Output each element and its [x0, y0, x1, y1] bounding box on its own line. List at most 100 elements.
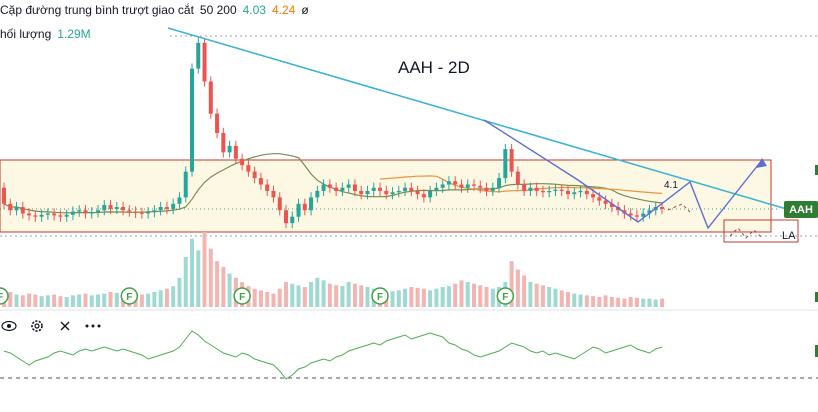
candle-body — [202, 42, 207, 82]
volume-bar — [45, 295, 50, 307]
event-marker: F — [371, 287, 389, 305]
candle-body — [421, 194, 426, 198]
ma-legend-params: 50 200 — [199, 3, 237, 17]
candle-body — [540, 190, 545, 193]
event-marker: F — [0, 287, 9, 305]
right-tick-2 — [815, 292, 818, 302]
candle-body — [591, 194, 596, 198]
candle-body — [490, 187, 495, 191]
volume-bar — [540, 285, 545, 307]
candle-body — [428, 190, 433, 198]
candle-body — [158, 207, 163, 211]
volume-bar — [634, 297, 639, 307]
gear-icon[interactable] — [28, 317, 46, 335]
candle-body — [33, 215, 38, 217]
volume-bar — [453, 283, 458, 307]
volume-bar — [597, 297, 602, 307]
candle-body — [27, 213, 32, 216]
volume-bar — [309, 282, 314, 307]
volume-bar — [472, 283, 476, 307]
candle-body — [647, 210, 652, 214]
candle-body — [396, 190, 401, 193]
more-icon[interactable] — [84, 317, 102, 335]
volume-bar — [390, 291, 395, 307]
candle-body — [121, 207, 126, 211]
candle-body — [528, 187, 533, 191]
volume-bar — [428, 290, 433, 307]
candle-body — [340, 187, 345, 191]
candle-body — [215, 113, 220, 133]
candle-body — [609, 203, 614, 208]
volume-bar — [27, 293, 32, 307]
eye-icon[interactable] — [0, 317, 18, 335]
event-marker-circle — [233, 287, 251, 305]
event-marker-circle — [496, 287, 515, 305]
candle-body — [346, 184, 351, 188]
candle-body — [240, 158, 245, 166]
candle-body — [8, 203, 13, 211]
volume-bar — [164, 288, 169, 307]
volume-legend: hối lượng 1.29M — [0, 27, 91, 41]
event-marker-label: F — [0, 292, 3, 303]
ma-value-long: 4.24 — [271, 3, 296, 17]
right-tick-1 — [815, 165, 818, 175]
event-marker-circle — [120, 287, 139, 305]
candle-body — [578, 190, 583, 193]
volume-bar — [83, 293, 88, 307]
candle-body — [39, 214, 44, 217]
volume-bar — [628, 297, 633, 307]
close-icon[interactable] — [56, 317, 74, 335]
candle-body — [14, 207, 19, 211]
candle-body — [334, 187, 339, 191]
candle-body — [96, 210, 100, 213]
event-marker-label: F — [502, 292, 508, 303]
candle-body — [83, 210, 88, 214]
candle-body — [190, 68, 194, 172]
volume-bar — [478, 285, 483, 307]
chart-title: AAH - 2D — [398, 58, 470, 77]
volume-bar — [258, 290, 263, 307]
volume-bar — [221, 267, 226, 307]
volume-bar — [572, 293, 577, 307]
volume-bar — [584, 295, 589, 307]
volume-bar — [559, 290, 564, 307]
downtrend-line — [167, 27, 791, 211]
candle-body — [265, 184, 270, 191]
event-marker-circle — [371, 287, 389, 305]
candle-body — [384, 190, 389, 195]
volume-bar — [365, 287, 370, 307]
candle-body — [284, 210, 288, 224]
volume-bar — [653, 299, 658, 307]
candle-body — [628, 213, 633, 216]
candle-body — [472, 184, 476, 186]
volume-bar — [271, 293, 276, 307]
volume-bar — [158, 290, 163, 307]
indicator-line — [3, 330, 663, 380]
candle-body — [20, 207, 25, 214]
volume-bar — [321, 280, 326, 307]
candle-body — [152, 210, 157, 213]
projection-pattern — [483, 119, 763, 230]
volume-legend-label: hối lượng — [0, 27, 52, 41]
volume-bar — [440, 287, 445, 307]
volume-bar — [277, 288, 282, 307]
candle-body — [146, 212, 151, 214]
volume-bar — [139, 294, 144, 307]
event-marker-circle — [0, 287, 9, 305]
level-label: 4.1 — [664, 180, 678, 191]
candle-body — [547, 190, 552, 193]
volume-bar — [515, 269, 520, 307]
candle-body — [114, 207, 119, 209]
volume-bar — [340, 286, 345, 307]
candle-body — [2, 187, 6, 204]
candle-body — [296, 203, 301, 217]
candle-body — [572, 192, 577, 195]
candle-body — [89, 212, 94, 214]
candle-body — [453, 181, 458, 185]
candle-body — [446, 181, 451, 185]
right-tick-3 — [815, 345, 818, 357]
volume-bar — [190, 238, 194, 307]
candle-body — [497, 178, 502, 188]
volume-bar — [547, 287, 552, 307]
